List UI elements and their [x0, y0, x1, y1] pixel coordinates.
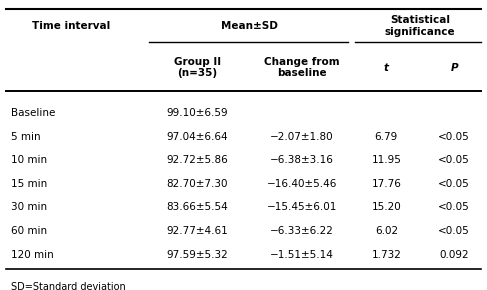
Text: t: t	[384, 63, 389, 72]
Text: 97.59±5.32: 97.59±5.32	[167, 250, 228, 260]
Text: 11.95: 11.95	[372, 155, 401, 165]
Text: 6.02: 6.02	[375, 226, 398, 236]
Text: Mean±SD: Mean±SD	[221, 21, 278, 31]
Text: −6.33±6.22: −6.33±6.22	[270, 226, 334, 236]
Text: 10 min: 10 min	[11, 155, 47, 165]
Text: −1.51±5.14: −1.51±5.14	[270, 250, 334, 260]
Text: Change from
baseline: Change from baseline	[264, 57, 339, 78]
Text: <0.05: <0.05	[438, 226, 470, 236]
Text: <0.05: <0.05	[438, 132, 470, 142]
Text: 5 min: 5 min	[11, 132, 41, 142]
Text: 30 min: 30 min	[11, 202, 47, 213]
Text: 0.092: 0.092	[439, 250, 469, 260]
Text: 120 min: 120 min	[11, 250, 54, 260]
Text: −6.38±3.16: −6.38±3.16	[270, 155, 334, 165]
Text: 92.77±4.61: 92.77±4.61	[167, 226, 228, 236]
Text: 15.20: 15.20	[372, 202, 401, 213]
Text: Time interval: Time interval	[33, 21, 111, 31]
Text: 99.10±6.59: 99.10±6.59	[167, 108, 228, 118]
Text: 60 min: 60 min	[11, 226, 47, 236]
Text: −2.07±1.80: −2.07±1.80	[270, 132, 334, 142]
Text: <0.05: <0.05	[438, 179, 470, 189]
Text: SD=Standard deviation: SD=Standard deviation	[11, 282, 126, 290]
Text: <0.05: <0.05	[438, 202, 470, 213]
Text: P: P	[450, 63, 458, 72]
Text: <0.05: <0.05	[438, 155, 470, 165]
Text: Baseline: Baseline	[11, 108, 56, 118]
Text: 6.79: 6.79	[375, 132, 398, 142]
Text: 15 min: 15 min	[11, 179, 47, 189]
Text: 1.732: 1.732	[372, 250, 401, 260]
Text: −16.40±5.46: −16.40±5.46	[266, 179, 337, 189]
Text: 92.72±5.86: 92.72±5.86	[167, 155, 228, 165]
Text: 17.76: 17.76	[372, 179, 401, 189]
Text: Group II
(n=35): Group II (n=35)	[174, 57, 221, 78]
Text: 97.04±6.64: 97.04±6.64	[167, 132, 228, 142]
Text: 82.70±7.30: 82.70±7.30	[167, 179, 228, 189]
Text: 83.66±5.54: 83.66±5.54	[167, 202, 228, 213]
Text: Statistical
significance: Statistical significance	[385, 15, 455, 37]
Text: −15.45±6.01: −15.45±6.01	[266, 202, 337, 213]
